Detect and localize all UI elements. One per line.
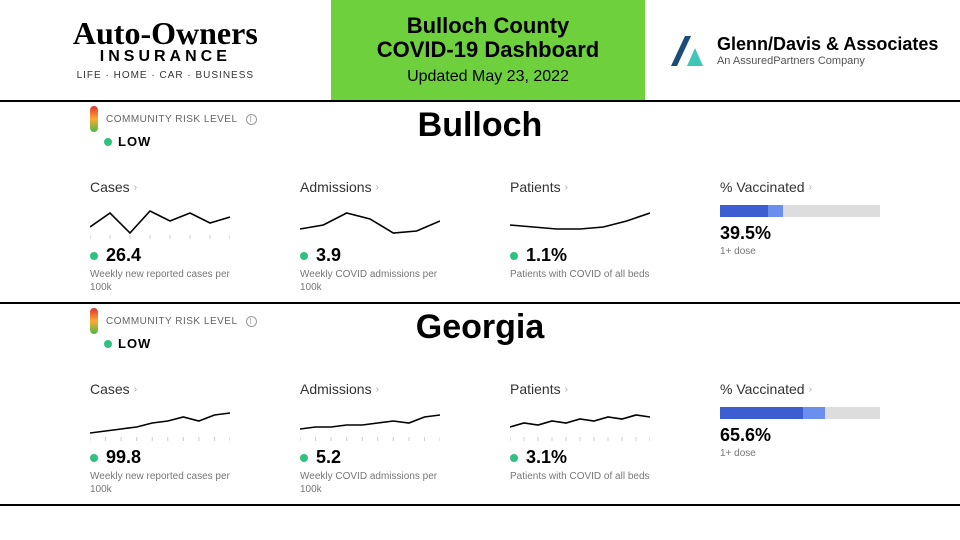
title-line2: COVID-19 Dashboard <box>377 37 600 62</box>
metric-number: 99.8 <box>106 447 141 468</box>
sponsor-right: Glenn/Davis & Associates An AssuredPartn… <box>645 0 960 100</box>
region-name: Bulloch <box>0 106 960 145</box>
metrics-row: Cases › 99.8Weekly new reported cases per… <box>90 381 950 496</box>
metric-description: Weekly new reported cases per 100k <box>90 268 230 294</box>
metric-number: 26.4 <box>106 245 141 266</box>
chevron-right-icon: › <box>565 384 568 395</box>
metric-value-row: 3.1% <box>510 447 690 468</box>
metric-cases[interactable]: Cases › 99.8Weekly new reported cases per… <box>90 381 270 496</box>
glenn-davis-logo-icon <box>667 30 707 70</box>
metric-patients[interactable]: Patients › 1.1% Patients with COVID of all… <box>510 179 690 294</box>
sparkline <box>510 401 690 443</box>
status-dot-icon <box>90 454 98 462</box>
metric-number: 3.9 <box>316 245 341 266</box>
metric-number: 3.1% <box>526 447 567 468</box>
chevron-right-icon: › <box>809 384 812 395</box>
region-name: Georgia <box>0 308 960 347</box>
metric-description: Patients with COVID of all beds <box>510 470 650 483</box>
metric-value-row: 3.9 <box>300 245 480 266</box>
glenn-davis-name: Glenn/Davis & Associates <box>717 34 938 55</box>
sparkline <box>510 199 690 241</box>
vaccination-percent: 39.5% <box>720 223 900 244</box>
sparkline <box>300 199 480 241</box>
region-section-bulloch: BullochCOMMUNITY RISK LEVELiLOWCases ›26… <box>0 100 960 302</box>
vaccination-description: 1+ dose <box>720 448 900 459</box>
sparkline <box>300 401 480 443</box>
metric-vaccinated[interactable]: % Vaccinated › 39.5% 1+ dose <box>720 179 900 294</box>
metric-value-row: 99.8 <box>90 447 270 468</box>
sparkline <box>90 199 270 241</box>
auto-owners-sub: INSURANCE <box>100 48 231 66</box>
metric-title: Admissions › <box>300 179 480 195</box>
vaccination-bar <box>720 205 880 217</box>
header: Auto-Owners INSURANCE LIFE · HOME · CAR … <box>0 0 960 100</box>
metric-value-row: 5.2 <box>300 447 480 468</box>
vaccination-bar-dark <box>720 407 803 419</box>
metrics-row: Cases › 26.4Weekly new reported cases per… <box>90 179 950 294</box>
metric-value-row: 26.4 <box>90 245 270 266</box>
auto-owners-tagline: LIFE · HOME · CAR · BUSINESS <box>77 70 254 81</box>
chevron-right-icon: › <box>376 384 379 395</box>
vaccination-percent: 65.6% <box>720 425 900 446</box>
vaccination-bar <box>720 407 880 419</box>
metric-title: Admissions › <box>300 381 480 397</box>
glenn-davis-sub: An AssuredPartners Company <box>717 55 938 67</box>
title-line1: Bulloch County <box>407 13 570 38</box>
dashboard-title-block: Bulloch County COVID-19 Dashboard Update… <box>331 0 646 100</box>
metric-patients[interactable]: Patients › 3.1% Patients with COVID of all… <box>510 381 690 496</box>
metric-title: % Vaccinated › <box>720 179 900 195</box>
metric-title: Cases › <box>90 381 270 397</box>
vaccination-bar-dark <box>720 205 768 217</box>
metric-number: 5.2 <box>316 447 341 468</box>
auto-owners-logo: Auto-Owners <box>73 19 258 48</box>
metric-title: Patients › <box>510 381 690 397</box>
metric-title: Patients › <box>510 179 690 195</box>
metric-description: Weekly COVID admissions per 100k <box>300 268 440 294</box>
updated-date: Updated May 23, 2022 <box>407 68 569 86</box>
chevron-right-icon: › <box>376 182 379 193</box>
metric-description: Patients with COVID of all beds <box>510 268 650 281</box>
sparkline <box>90 401 270 443</box>
status-dot-icon <box>510 252 518 260</box>
metric-description: Weekly new reported cases per 100k <box>90 470 230 496</box>
chevron-right-icon: › <box>134 182 137 193</box>
metric-vaccinated[interactable]: % Vaccinated › 65.6% 1+ dose <box>720 381 900 496</box>
chevron-right-icon: › <box>809 182 812 193</box>
status-dot-icon <box>510 454 518 462</box>
metric-value-row: 1.1% <box>510 245 690 266</box>
metric-cases[interactable]: Cases › 26.4Weekly new reported cases per… <box>90 179 270 294</box>
chevron-right-icon: › <box>565 182 568 193</box>
metric-admissions[interactable]: Admissions › 5.2Weekly COVID admissions p… <box>300 381 480 496</box>
region-section-georgia: GeorgiaCOMMUNITY RISK LEVELiLOWCases ›99… <box>0 302 960 506</box>
metric-admissions[interactable]: Admissions › 3.9Weekly COVID admissions p… <box>300 179 480 294</box>
vaccination-description: 1+ dose <box>720 246 900 257</box>
sponsor-left: Auto-Owners INSURANCE LIFE · HOME · CAR … <box>0 0 331 100</box>
metric-title: % Vaccinated › <box>720 381 900 397</box>
metric-number: 1.1% <box>526 245 567 266</box>
status-dot-icon <box>300 252 308 260</box>
metric-description: Weekly COVID admissions per 100k <box>300 470 440 496</box>
dashboard-title: Bulloch County COVID-19 Dashboard <box>377 14 600 62</box>
status-dot-icon <box>90 252 98 260</box>
status-dot-icon <box>300 454 308 462</box>
metric-title: Cases › <box>90 179 270 195</box>
chevron-right-icon: › <box>134 384 137 395</box>
